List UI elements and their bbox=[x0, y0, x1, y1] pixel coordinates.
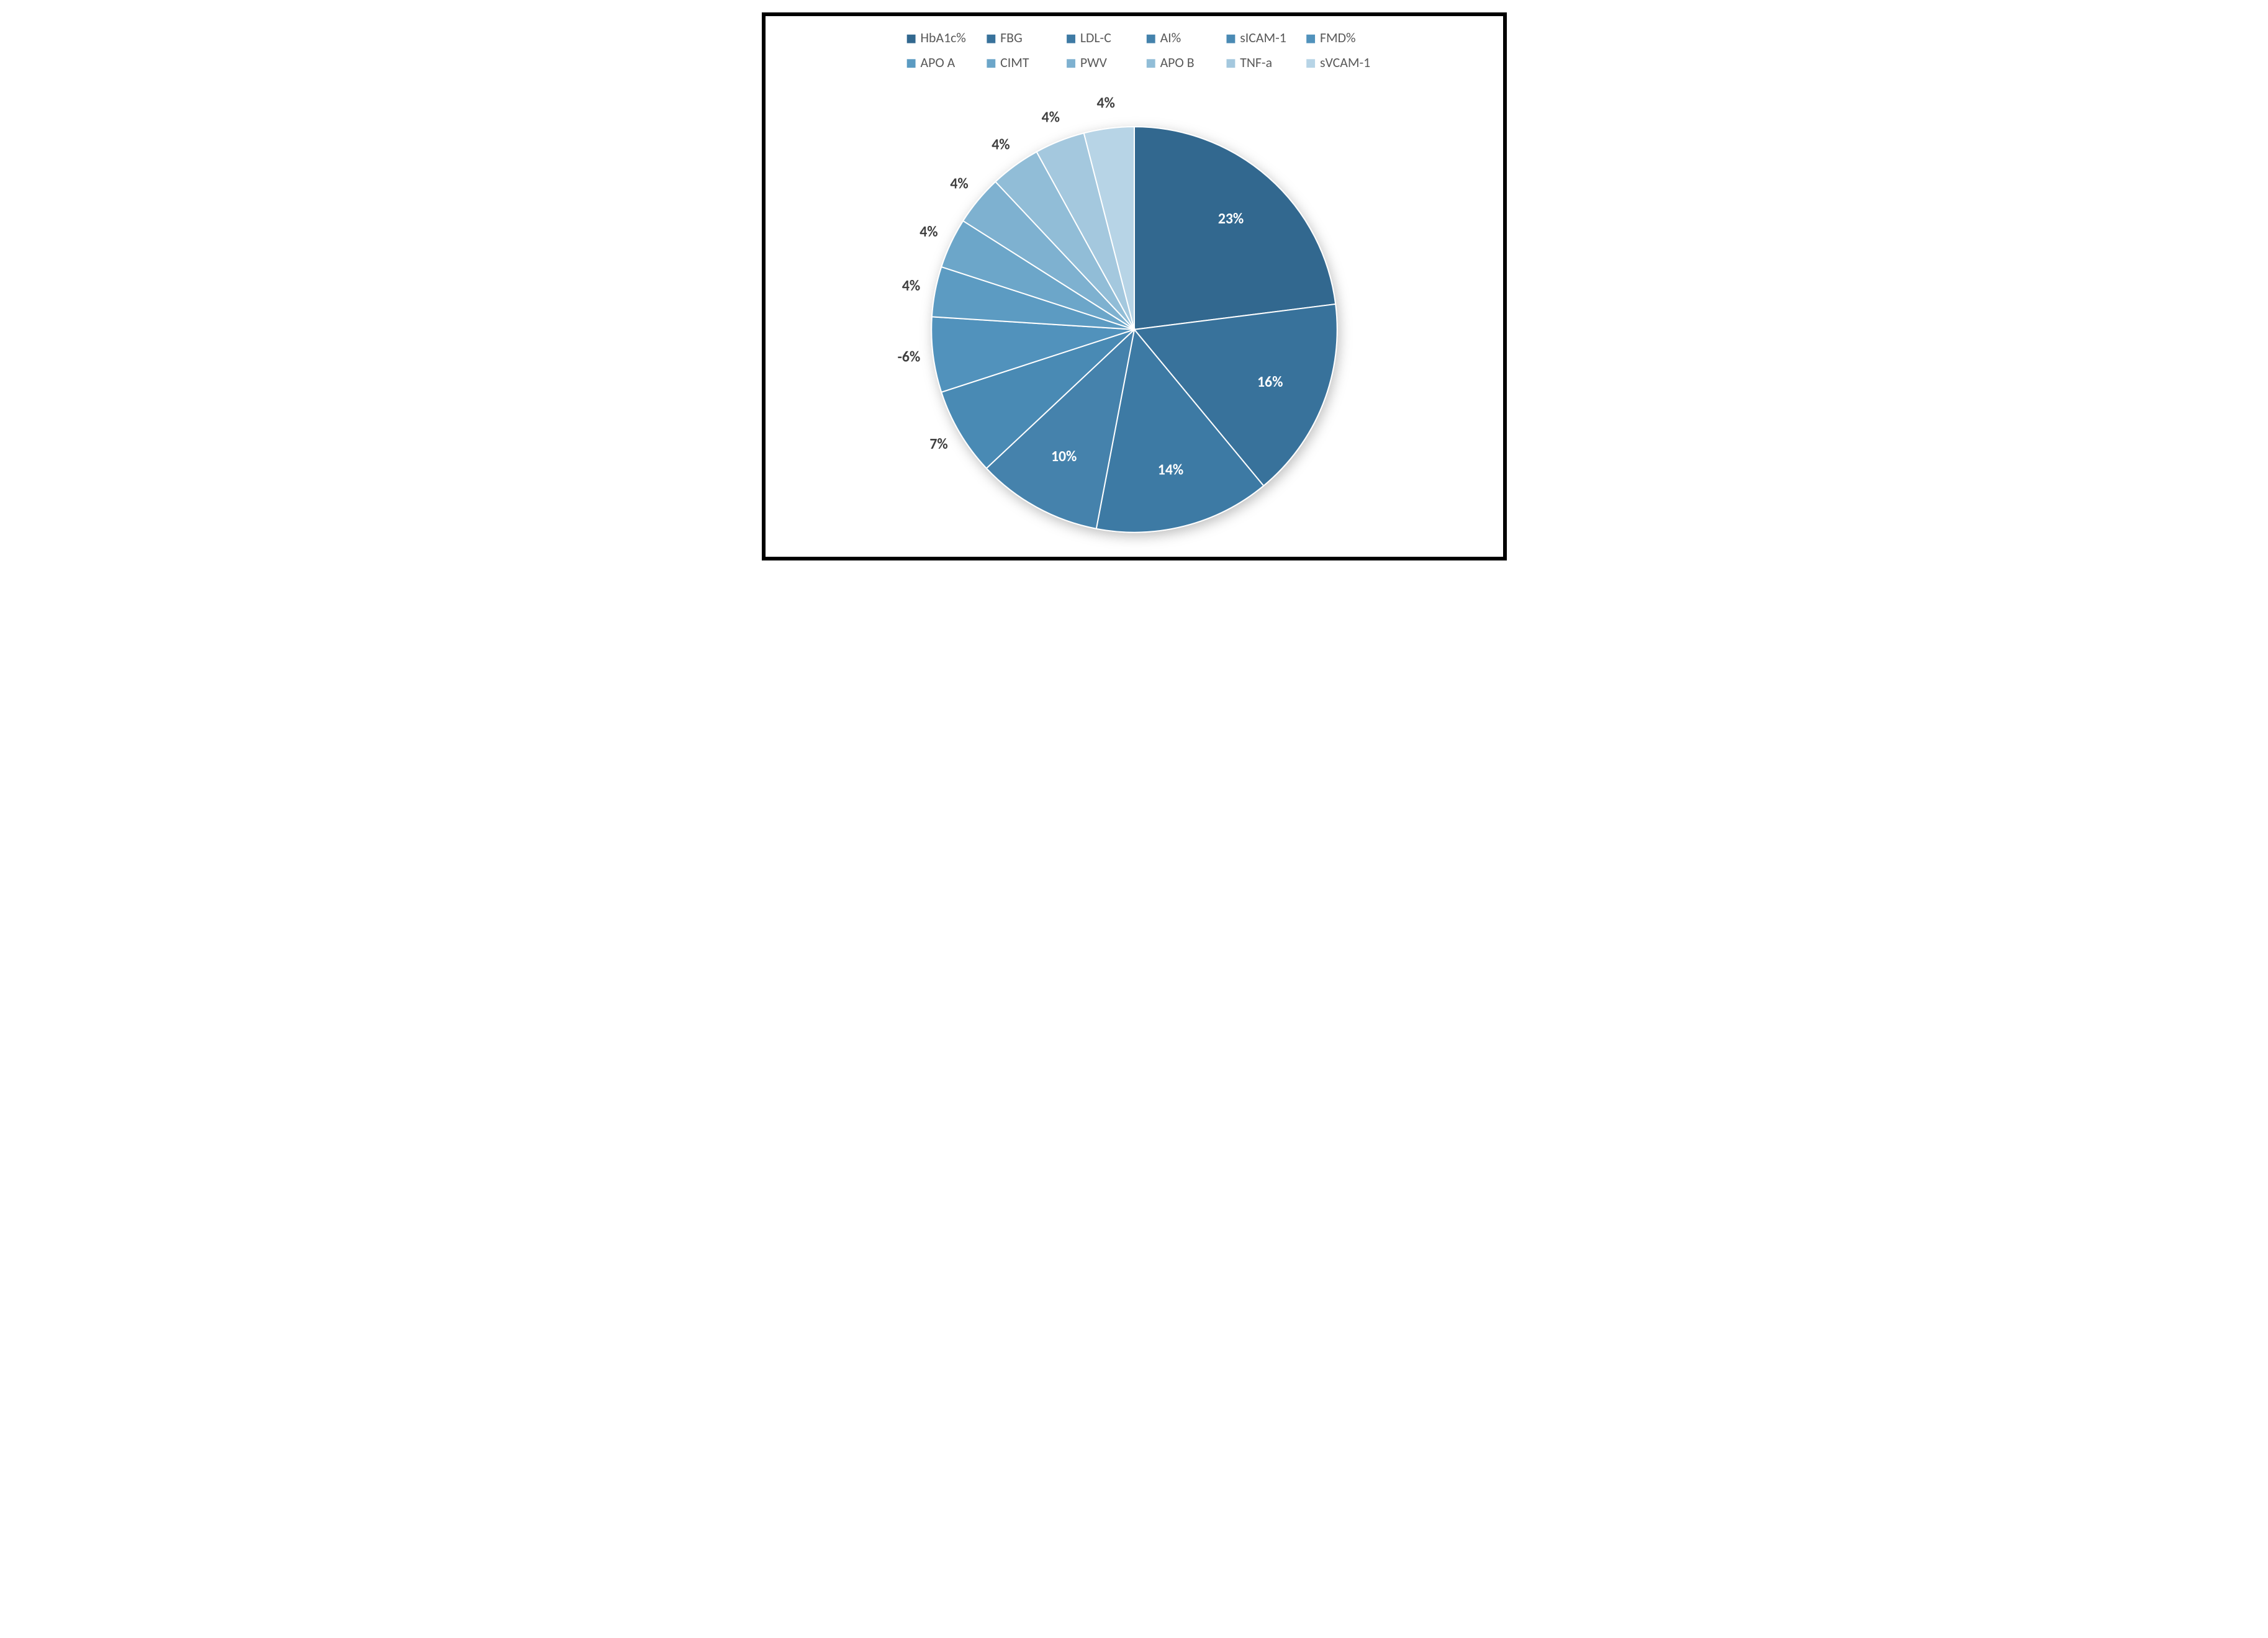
legend-label: sVCAM-1 bbox=[1319, 54, 1370, 71]
pie-slices bbox=[931, 127, 1337, 532]
slice-label: 23% bbox=[1218, 210, 1243, 228]
legend-marker bbox=[906, 59, 915, 68]
slice-label: -6% bbox=[897, 348, 920, 366]
pie-chart: 23% 16% 14% 10% 7% -6% 4% 4% 4% 4% 4% 4% HbA1c% FBG LD… bbox=[766, 16, 1503, 557]
legend-marker bbox=[1306, 35, 1315, 43]
slice-label: 4% bbox=[919, 223, 937, 241]
legend-marker bbox=[1146, 59, 1155, 68]
legend-marker bbox=[987, 59, 995, 68]
legend-marker bbox=[906, 35, 915, 43]
legend-label: LDL-C bbox=[1080, 29, 1111, 46]
legend-marker bbox=[1067, 35, 1075, 43]
slice-label: 14% bbox=[1157, 461, 1183, 479]
slice-label: 16% bbox=[1257, 373, 1283, 391]
legend-marker bbox=[987, 35, 995, 43]
slice-label: 4% bbox=[1096, 94, 1114, 112]
chart-frame: 23% 16% 14% 10% 7% -6% 4% 4% 4% 4% 4% 4% HbA1c% FBG LD… bbox=[762, 12, 1507, 560]
slice-label: 10% bbox=[1050, 448, 1076, 466]
legend-label: sICAM-1 bbox=[1240, 29, 1286, 46]
slice-label: 4% bbox=[1041, 108, 1059, 126]
legend-label: FMD% bbox=[1319, 29, 1355, 46]
slice-label: 4% bbox=[950, 174, 968, 192]
legend-label: TNF-a bbox=[1240, 54, 1272, 71]
legend-label: FBG bbox=[1000, 29, 1023, 46]
legend-label: HbA1c% bbox=[920, 29, 965, 46]
legend-label: CIMT bbox=[1000, 54, 1029, 71]
legend-marker bbox=[1146, 35, 1155, 43]
legend-marker bbox=[1226, 35, 1235, 43]
legend-label: APO A bbox=[920, 54, 955, 71]
legend-label: PWV bbox=[1080, 54, 1107, 71]
legend-marker bbox=[1306, 59, 1315, 68]
legend-marker bbox=[1067, 59, 1075, 68]
slice-label: 4% bbox=[992, 136, 1010, 154]
slice-label: 4% bbox=[901, 277, 919, 295]
legend-marker bbox=[1226, 59, 1235, 68]
legend-label: AI% bbox=[1160, 29, 1181, 46]
slice-label: 7% bbox=[929, 435, 947, 453]
legend-label: APO B bbox=[1160, 54, 1194, 71]
